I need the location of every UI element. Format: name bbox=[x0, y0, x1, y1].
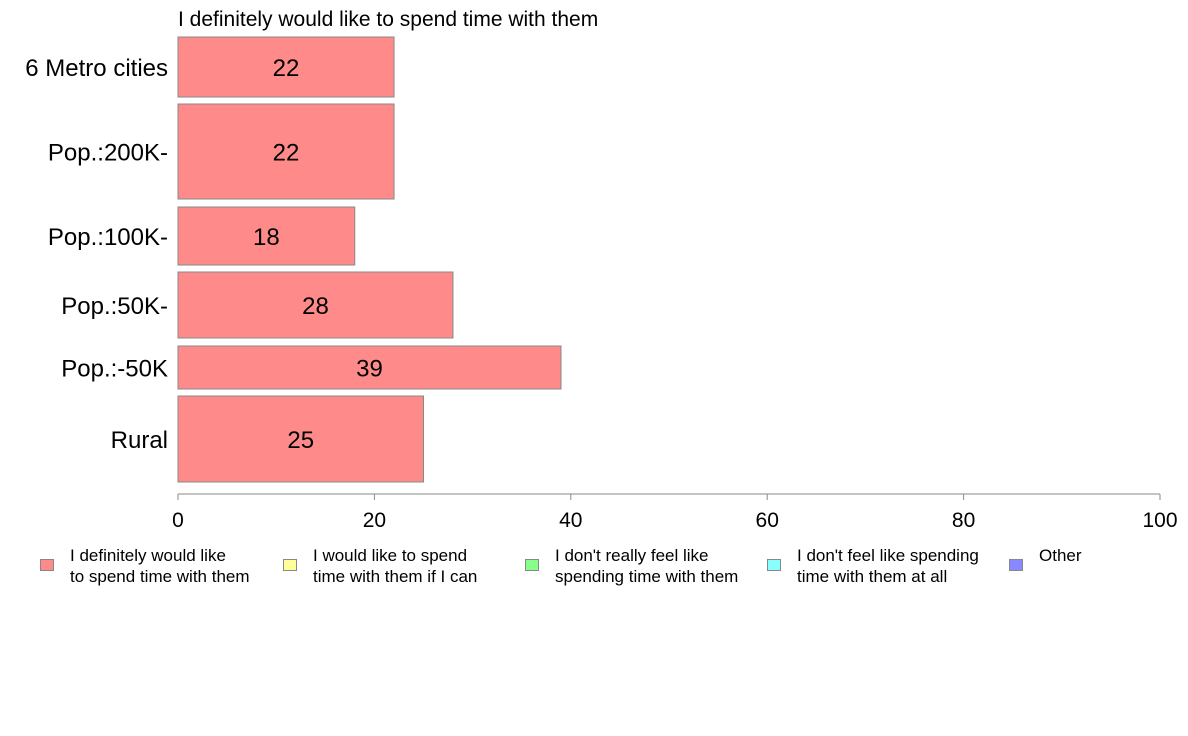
category-label: 6 Metro cities bbox=[25, 55, 168, 82]
legend-label: I would like to spend time with them if … bbox=[313, 546, 478, 586]
legend-swatch bbox=[1009, 559, 1023, 571]
bar bbox=[177, 206, 356, 266]
legend-swatch bbox=[283, 559, 297, 571]
legend-label: Other bbox=[1039, 546, 1082, 565]
legend-label: I don't really feel like spending time w… bbox=[555, 546, 739, 586]
bar bbox=[177, 271, 454, 339]
category-label: Pop.:50K- bbox=[61, 293, 168, 320]
x-tick-label: 100 bbox=[1142, 509, 1177, 532]
x-tick-label: 20 bbox=[363, 509, 386, 532]
x-tick-label: 40 bbox=[559, 509, 582, 532]
bar bbox=[177, 395, 424, 483]
legend-item-dont-really: I don't really feel like spending time w… bbox=[525, 545, 767, 587]
bar-data-label: 25 bbox=[287, 427, 314, 454]
category-label: Pop.:100K- bbox=[48, 224, 168, 251]
category-label: Rural bbox=[111, 427, 168, 454]
bar bbox=[177, 103, 395, 200]
x-tick-label: 80 bbox=[952, 509, 975, 532]
bar bbox=[177, 36, 395, 98]
legend: I definitely would like to spend time wi… bbox=[40, 545, 1109, 587]
legend-swatch bbox=[40, 559, 54, 571]
legend-item-definitely: I definitely would like to spend time wi… bbox=[40, 545, 283, 587]
category-label: Pop.:-50K bbox=[61, 356, 168, 383]
bar-data-label: 39 bbox=[356, 356, 383, 383]
bar-data-label: 22 bbox=[273, 140, 300, 167]
x-tick-label: 0 bbox=[172, 509, 184, 532]
legend-label: I don't feel like spending time with the… bbox=[797, 546, 979, 586]
legend-item-other: Other bbox=[1009, 545, 1109, 587]
bar-data-label: 18 bbox=[253, 224, 280, 251]
legend-swatch bbox=[767, 559, 781, 571]
category-label: Pop.:200K- bbox=[48, 140, 168, 167]
bar-data-label: 22 bbox=[273, 55, 300, 82]
bar bbox=[177, 345, 562, 390]
legend-swatch bbox=[525, 559, 539, 571]
chart-title: I definitely would like to spend time wi… bbox=[178, 8, 598, 31]
legend-label: I definitely would like to spend time wi… bbox=[70, 546, 250, 586]
legend-item-would-like: I would like to spend time with them if … bbox=[283, 545, 525, 587]
legend-item-dont-at-all: I don't feel like spending time with the… bbox=[767, 545, 1009, 587]
bar-data-label: 28 bbox=[302, 293, 329, 320]
x-tick-label: 60 bbox=[756, 509, 779, 532]
